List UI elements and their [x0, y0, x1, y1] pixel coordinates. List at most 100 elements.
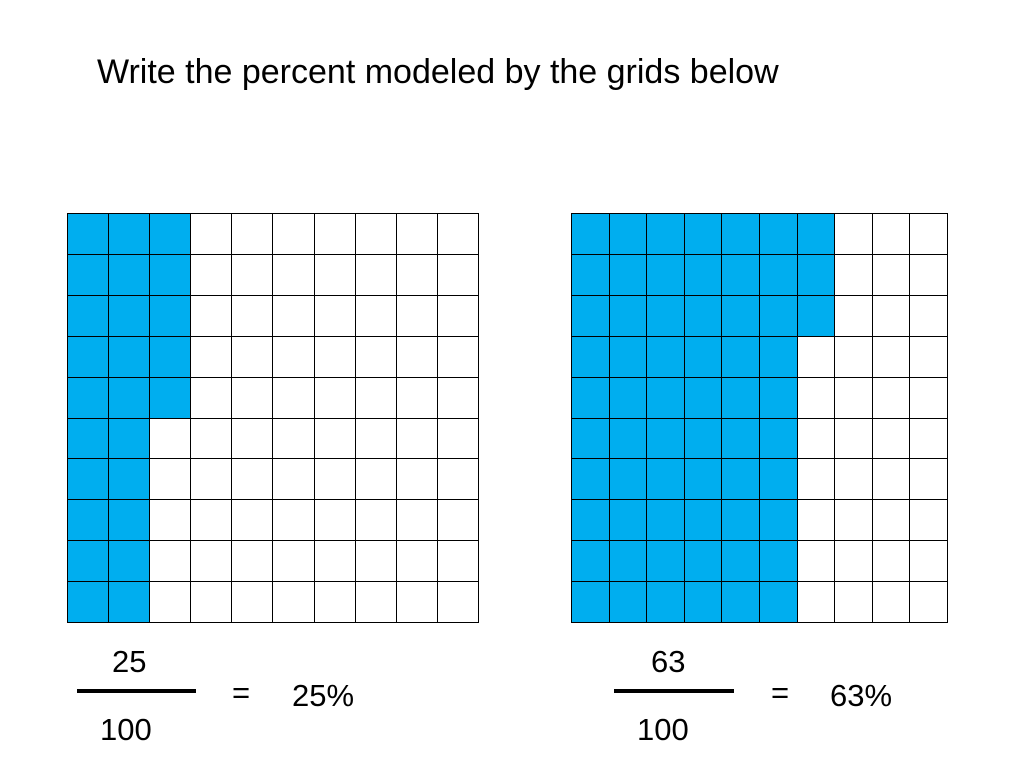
- grid-cell: [273, 541, 315, 583]
- grid-cell: [191, 459, 233, 501]
- page-title: Write the percent modeled by the grids b…: [97, 53, 779, 91]
- grid-cell-shaded: [109, 336, 151, 378]
- grid-cell: [273, 582, 315, 623]
- grid-cell: [273, 459, 315, 501]
- grid-cell: [232, 459, 274, 501]
- grid-cell: [437, 377, 479, 419]
- grid-cell-shaded: [797, 295, 836, 337]
- fraction-bar: [614, 689, 734, 693]
- grid-cell-shaded: [722, 459, 760, 501]
- grid-cell-shaded: [109, 377, 151, 419]
- grid-cell: [437, 214, 479, 255]
- grid-cell-shaded: [647, 377, 685, 419]
- grid-cell-shaded: [759, 214, 798, 255]
- grid-cell: [910, 582, 948, 623]
- grid-cell: [355, 500, 397, 542]
- grid-cell: [437, 254, 479, 296]
- grid-cell-shaded: [572, 336, 610, 378]
- grid-cell: [232, 254, 274, 296]
- grid-cell-shaded: [572, 582, 610, 623]
- grid-cell-shaded: [609, 295, 648, 337]
- fraction-numerator: 63: [651, 644, 686, 679]
- grid-cell: [437, 541, 479, 583]
- grid-cell: [191, 582, 233, 623]
- grid-cell: [355, 336, 397, 378]
- grid-cell: [191, 418, 233, 460]
- grid-cell-shaded: [797, 214, 836, 255]
- grid-cell: [355, 459, 397, 501]
- equals-sign: =: [232, 675, 251, 710]
- grid-cell: [191, 377, 233, 419]
- grid-cell: [314, 377, 356, 419]
- grid-cell: [273, 295, 315, 337]
- grid-cell-shaded: [68, 214, 110, 255]
- grid-cell-shaded: [572, 418, 610, 460]
- grid-cell: [355, 582, 397, 623]
- grid-cell-shaded: [722, 541, 760, 583]
- grid-cell: [835, 336, 873, 378]
- grid-cell: [437, 459, 479, 501]
- grid-cell: [355, 254, 397, 296]
- grid-cell-shaded: [68, 582, 110, 623]
- grid-cell-shaded: [722, 295, 760, 337]
- grid-cell: [150, 582, 192, 623]
- grid-cell-shaded: [722, 418, 760, 460]
- grid-cell-shaded: [609, 500, 648, 542]
- grid-cell-shaded: [572, 541, 610, 583]
- grid-cell-shaded: [68, 418, 110, 460]
- grid-cell-shaded: [647, 418, 685, 460]
- grid-cell: [910, 418, 948, 460]
- grid-cell: [910, 254, 948, 296]
- grid-cell-shaded: [150, 254, 192, 296]
- grid-cell-shaded: [684, 582, 723, 623]
- grid-cell: [273, 336, 315, 378]
- grid-cell: [437, 336, 479, 378]
- grid-cell: [396, 377, 438, 419]
- grid-cell: [872, 295, 911, 337]
- grid-cell-shaded: [609, 336, 648, 378]
- grid-cell-shaded: [759, 418, 798, 460]
- grid-cell: [314, 459, 356, 501]
- grid-cell-shaded: [722, 500, 760, 542]
- grid-cell-shaded: [684, 295, 723, 337]
- grid-cell: [396, 254, 438, 296]
- grid-cell-shaded: [684, 377, 723, 419]
- grid-cell: [273, 214, 315, 255]
- grid-cell-shaded: [684, 459, 723, 501]
- grid-cell-shaded: [68, 459, 110, 501]
- grid-cell: [797, 459, 836, 501]
- grid-cell-shaded: [109, 295, 151, 337]
- grid-cell: [910, 500, 948, 542]
- grid-cell: [910, 295, 948, 337]
- grid-cell-shaded: [647, 459, 685, 501]
- grid-cell: [910, 214, 948, 255]
- hundreds-grid-right: [571, 213, 948, 623]
- grid-cell-shaded: [684, 214, 723, 255]
- grid-cell: [872, 541, 911, 583]
- grid-cell: [191, 541, 233, 583]
- grid-cell: [835, 500, 873, 542]
- grid-cell: [872, 214, 911, 255]
- grid-cell-shaded: [722, 254, 760, 296]
- grid-cell: [797, 582, 836, 623]
- grid-cell-shaded: [109, 459, 151, 501]
- grid-cell: [396, 459, 438, 501]
- grid-cell: [872, 377, 911, 419]
- grid-cell: [191, 254, 233, 296]
- grid-cell: [232, 214, 274, 255]
- grid-cell: [872, 254, 911, 296]
- equals-sign: =: [771, 675, 790, 710]
- grid-cell: [437, 500, 479, 542]
- grid-cell-shaded: [647, 500, 685, 542]
- grid-cell-shaded: [68, 254, 110, 296]
- grid-cell-shaded: [609, 418, 648, 460]
- grid-cell-shaded: [109, 214, 151, 255]
- grid-cell-shaded: [68, 500, 110, 542]
- grid-cell-shaded: [647, 336, 685, 378]
- grid-cell-shaded: [68, 295, 110, 337]
- grid-cell: [314, 418, 356, 460]
- grid-cell-shaded: [647, 295, 685, 337]
- grid-cell-shaded: [609, 459, 648, 501]
- grid-cell: [314, 214, 356, 255]
- fraction-bar: [77, 689, 196, 693]
